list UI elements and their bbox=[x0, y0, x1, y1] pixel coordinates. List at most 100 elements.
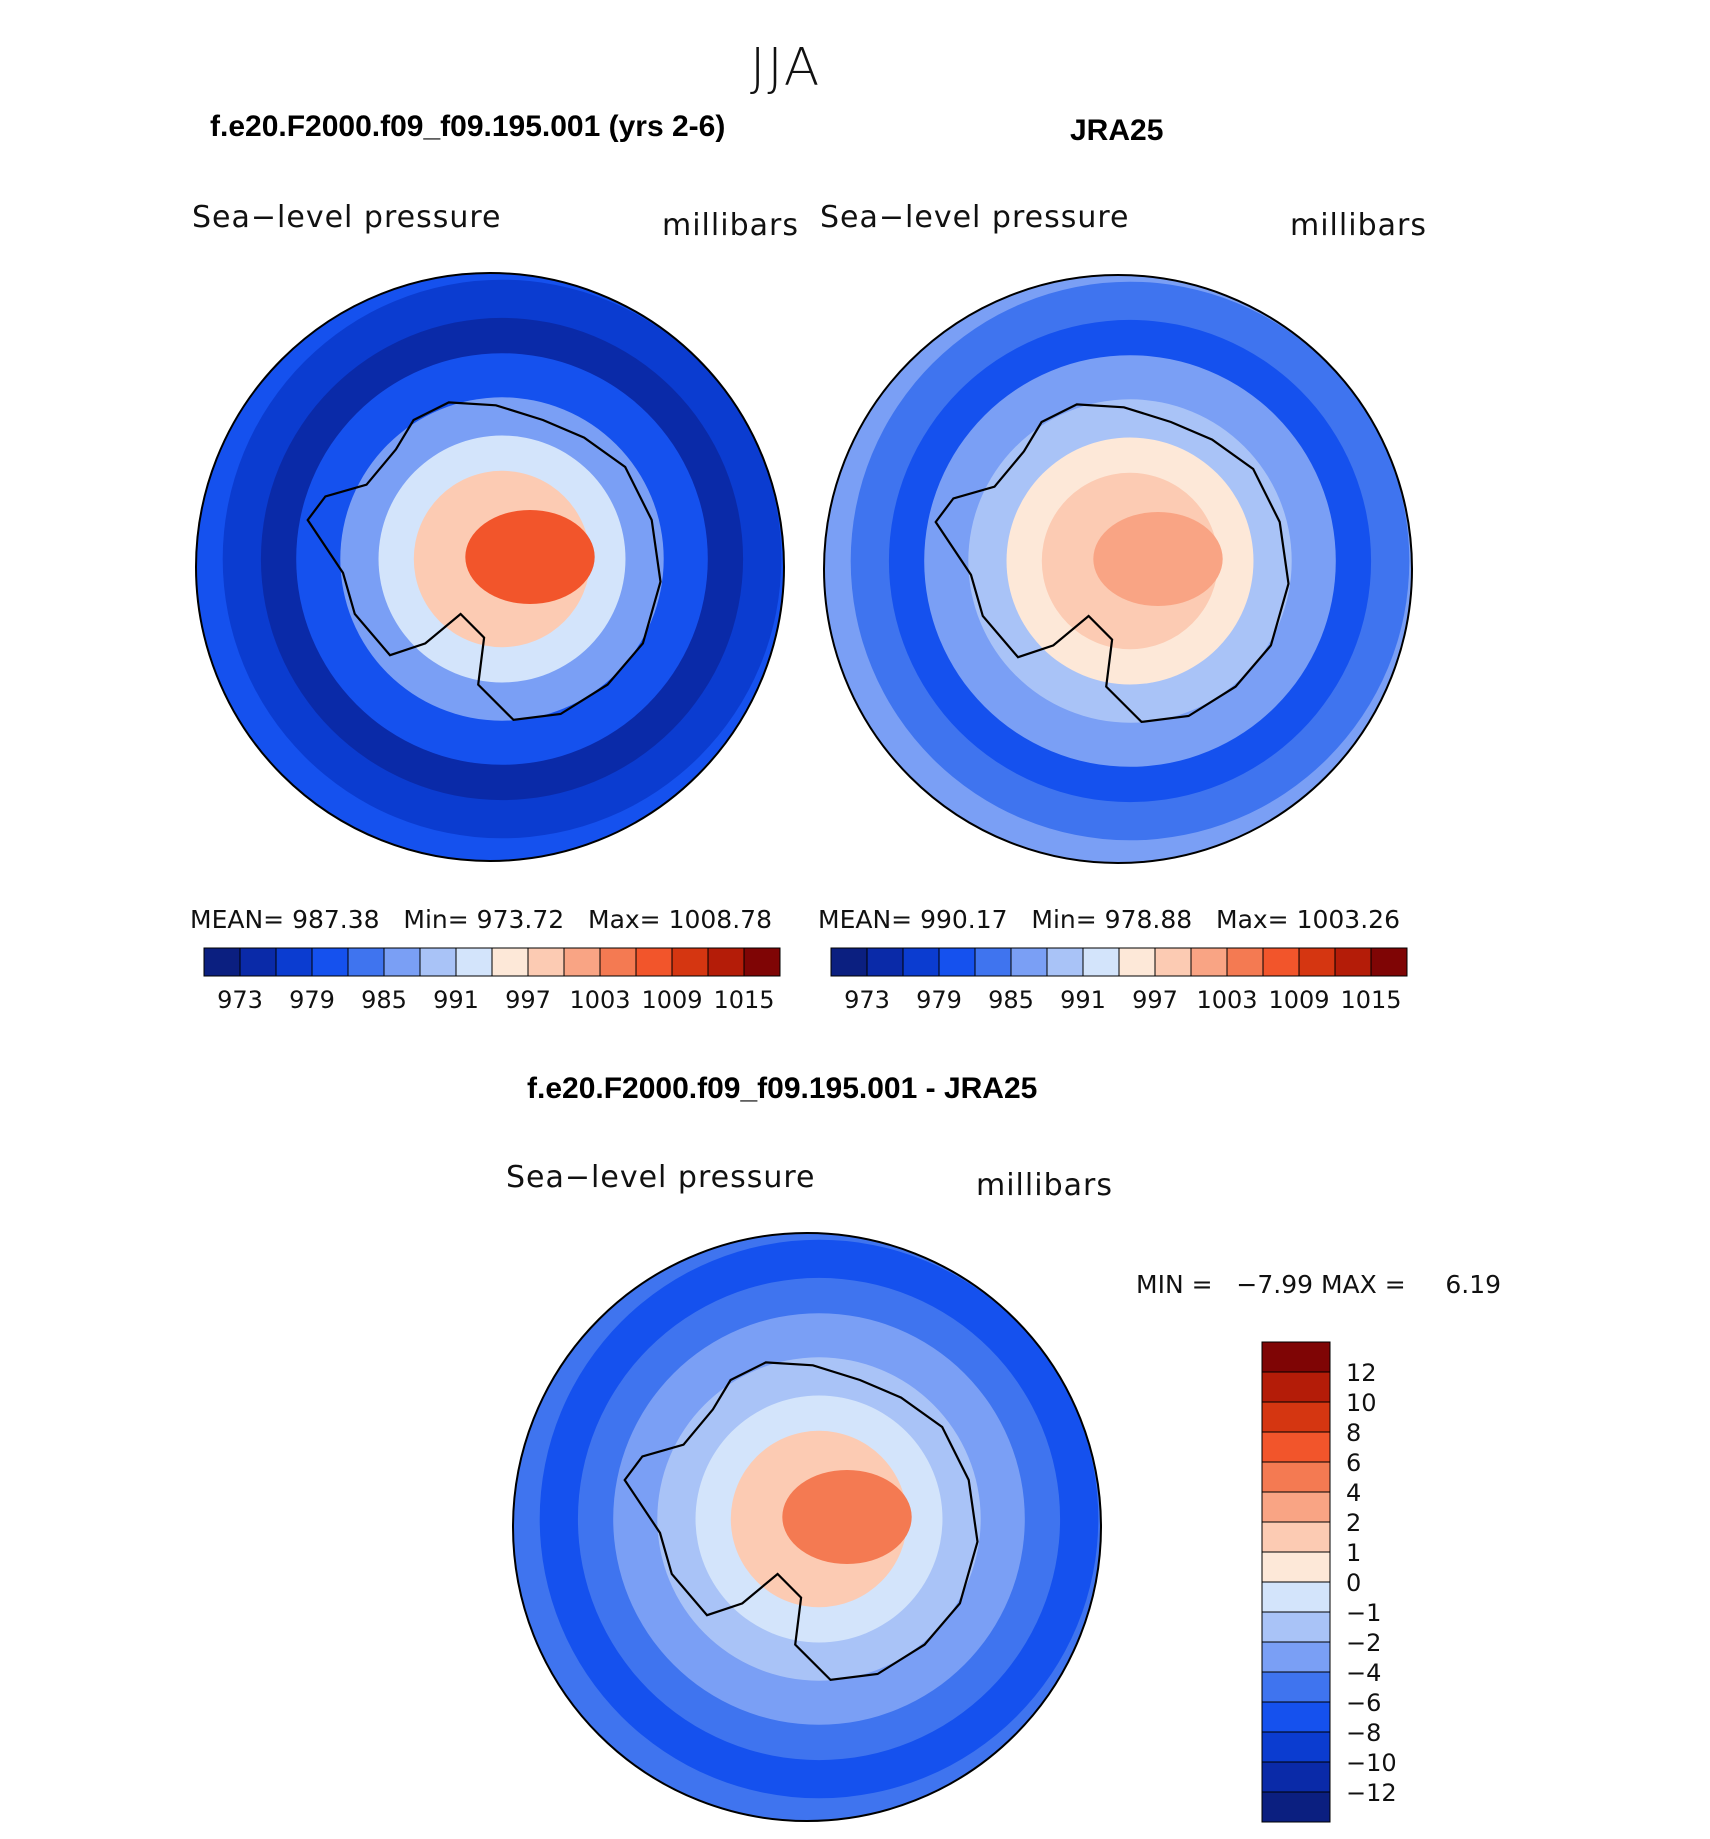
colorbar-2-box-6 bbox=[1046, 947, 1084, 977]
panel-2-mean: 990.17 bbox=[920, 905, 1008, 934]
panel-1-variable: Sea−level pressure bbox=[192, 200, 502, 235]
panel-1-mean: 987.38 bbox=[292, 905, 380, 934]
colorbar-2-tick-3: 991 bbox=[1060, 986, 1106, 1014]
colorbar-3-box-6 bbox=[1261, 1521, 1331, 1553]
colorbar-1-box-12 bbox=[635, 947, 673, 977]
colorbar-3-box-3 bbox=[1261, 1431, 1331, 1463]
panel-2-mean-label: MEAN= bbox=[818, 905, 913, 934]
colorbar-3-label-7: 0 bbox=[1346, 1569, 1361, 1597]
colorbar-1-box-15 bbox=[743, 947, 781, 977]
colorbar-3-label-1: 10 bbox=[1346, 1389, 1377, 1417]
panel-3-title: f.e20.F2000.f09_f09.195.001 - JRA25 bbox=[527, 1072, 1038, 1105]
colorbar-3-label-10: −4 bbox=[1346, 1659, 1381, 1687]
colorbar-1-tick-2: 985 bbox=[361, 986, 407, 1014]
panel-3-map bbox=[512, 1232, 1102, 1822]
colorbar-3-label-0: 12 bbox=[1346, 1359, 1377, 1387]
colorbar-3-box-7 bbox=[1261, 1551, 1331, 1583]
panel-1-units: millibars bbox=[662, 208, 799, 243]
map-3-field bbox=[513, 1233, 1101, 1821]
panel-3-units: millibars bbox=[976, 1168, 1113, 1203]
colorbar-3-box-5 bbox=[1261, 1491, 1331, 1523]
colorbar-2-tick-2: 985 bbox=[988, 986, 1034, 1014]
panel-3-min: −7.99 bbox=[1236, 1270, 1314, 1299]
colorbar-1-box-5 bbox=[383, 947, 421, 977]
colorbar-1-box-9 bbox=[527, 947, 565, 977]
panel-2-title: JRA25 bbox=[1070, 114, 1164, 147]
colorbar-3-box-13 bbox=[1261, 1731, 1331, 1763]
panel-1-min-label: Min= bbox=[403, 905, 469, 934]
colorbar-2-tick-0: 973 bbox=[844, 986, 890, 1014]
colorbar-3-box-10 bbox=[1261, 1641, 1331, 1673]
panel-2-max-label: Max= bbox=[1216, 905, 1289, 934]
colorbar-2-box-3 bbox=[938, 947, 976, 977]
colorbar-1-box-6 bbox=[419, 947, 457, 977]
map-3-high-core bbox=[782, 1469, 912, 1565]
colorbar-1-tick-4: 997 bbox=[505, 986, 551, 1014]
map-1-high-core bbox=[465, 509, 595, 605]
colorbar-3-label-11: −6 bbox=[1346, 1689, 1381, 1717]
colorbar-3-box-15 bbox=[1261, 1791, 1331, 1823]
colorbar-3-box-8 bbox=[1261, 1581, 1331, 1613]
panel-2-map bbox=[823, 274, 1413, 864]
colorbar-3-box-12 bbox=[1261, 1701, 1331, 1733]
panel-3-range: MIN = −7.99 MAX = 6.19 bbox=[1136, 1270, 1501, 1299]
panel-3-variable: Sea−level pressure bbox=[506, 1160, 816, 1195]
panel-1-title: f.e20.F2000.f09_f09.195.001 (yrs 2-6) bbox=[210, 110, 726, 143]
colorbar-1-box-8 bbox=[491, 947, 529, 977]
colorbar-1-box-3 bbox=[311, 947, 349, 977]
colorbar-2-tick-1: 979 bbox=[916, 986, 962, 1014]
page-title: JJA bbox=[750, 38, 822, 98]
panel-1-max-label: Max= bbox=[588, 905, 661, 934]
colorbar-1-box-1 bbox=[239, 947, 277, 977]
map-2-border bbox=[823, 274, 1413, 864]
panel-1-mean-label: MEAN= bbox=[190, 905, 285, 934]
colorbar-3-label-9: −2 bbox=[1346, 1629, 1381, 1657]
colorbar-2-box-14 bbox=[1334, 947, 1372, 977]
panel-1-map bbox=[195, 272, 785, 862]
panel-3-min-label: MIN = bbox=[1136, 1270, 1213, 1299]
panel-2-min-label: Min= bbox=[1031, 905, 1097, 934]
map-3-border bbox=[512, 1232, 1102, 1822]
colorbar-2-box-8 bbox=[1118, 947, 1156, 977]
colorbar-1-box-10 bbox=[563, 947, 601, 977]
colorbar-3-box-0 bbox=[1261, 1341, 1331, 1373]
panel-1-stats: MEAN= 987.38 Min= 973.72 Max= 1008.78 bbox=[190, 905, 772, 934]
colorbar-1-tick-5: 1003 bbox=[569, 986, 630, 1014]
colorbar-2-tick-7: 1015 bbox=[1340, 986, 1401, 1014]
colorbar-2-box-12 bbox=[1262, 947, 1300, 977]
panel-2-colorbar: 973 979 985 991 997 1003 1009 1015 bbox=[830, 947, 1408, 1014]
colorbar-3-box-2 bbox=[1261, 1401, 1331, 1433]
colorbar-2-box-1 bbox=[866, 947, 904, 977]
colorbar-1-tick-6: 1009 bbox=[641, 986, 702, 1014]
colorbar-1-tick-0: 973 bbox=[217, 986, 263, 1014]
colorbar-3-label-8: −1 bbox=[1346, 1599, 1381, 1627]
colorbar-2-box-15 bbox=[1370, 947, 1408, 977]
colorbar-3-box-1 bbox=[1261, 1371, 1331, 1403]
panel-1-colorbar: 973 979 985 991 997 1003 1009 1015 bbox=[203, 947, 781, 1014]
panel-1-min: 973.72 bbox=[476, 905, 565, 934]
panel-2-stats: MEAN= 990.17 Min= 978.88 Max= 1003.26 bbox=[818, 905, 1400, 934]
colorbar-1-tick-1: 979 bbox=[289, 986, 335, 1014]
panel-1-max: 1008.78 bbox=[668, 905, 772, 934]
panel-2-variable: Sea−level pressure bbox=[820, 200, 1130, 235]
colorbar-3-label-4: 4 bbox=[1346, 1479, 1361, 1507]
map-2-coastline bbox=[934, 403, 1290, 724]
colorbar-1-box-7 bbox=[455, 947, 493, 977]
colorbar-3-box-11 bbox=[1261, 1671, 1331, 1703]
colorbar-3-label-12: −8 bbox=[1346, 1719, 1381, 1747]
colorbar-1-tick-7: 1015 bbox=[713, 986, 774, 1014]
colorbar-3-box-4 bbox=[1261, 1461, 1331, 1493]
panel-3-max-label: MAX = bbox=[1320, 1270, 1406, 1299]
colorbar-1-box-13 bbox=[671, 947, 709, 977]
colorbar-3-label-3: 6 bbox=[1346, 1449, 1361, 1477]
colorbar-3-label-5: 2 bbox=[1346, 1509, 1361, 1537]
colorbar-1-tick-3: 991 bbox=[433, 986, 479, 1014]
colorbar-2-box-11 bbox=[1226, 947, 1264, 977]
panel-2-min: 978.88 bbox=[1104, 905, 1193, 934]
colorbar-2-box-4 bbox=[974, 947, 1012, 977]
colorbar-2-box-2 bbox=[902, 947, 940, 977]
colorbar-1-box-14 bbox=[707, 947, 745, 977]
colorbar-2-box-5 bbox=[1010, 947, 1048, 977]
panel-2-units: millibars bbox=[1290, 208, 1427, 243]
colorbar-2-box-7 bbox=[1082, 947, 1120, 977]
